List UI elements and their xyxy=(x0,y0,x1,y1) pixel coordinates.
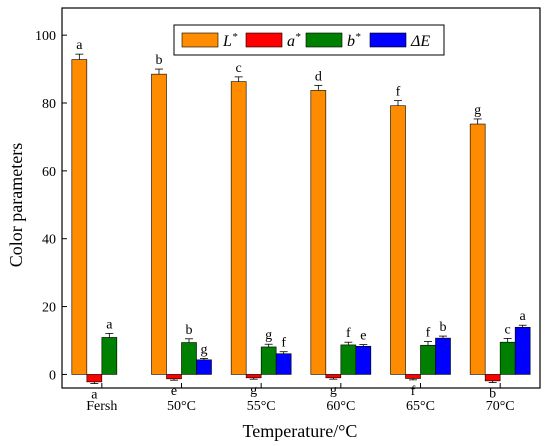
legend-swatch xyxy=(305,32,343,48)
bar xyxy=(390,105,406,375)
legend-swatch xyxy=(245,32,283,48)
significance-letter: b xyxy=(156,53,163,68)
significance-letter: e xyxy=(360,329,366,344)
bar xyxy=(230,81,247,375)
significance-letter: f xyxy=(346,326,351,341)
y-axis: 0 20 40 60 80 100 xyxy=(35,29,67,383)
bar xyxy=(340,344,357,375)
y-axis-title: Color parameters xyxy=(6,143,26,267)
y-tick-label: 40 xyxy=(42,233,56,248)
bar xyxy=(420,344,436,375)
bar xyxy=(484,374,501,382)
significance-letter: d xyxy=(315,69,322,84)
bar xyxy=(499,341,516,375)
x-tick-label: 65°C xyxy=(406,399,435,414)
legend-label: b* xyxy=(347,31,361,50)
x-axis: Fersh 50°C 55°C 60°C 65°C 70°C xyxy=(86,383,515,414)
significance-letter: f xyxy=(281,336,286,351)
y-tick-label: 60 xyxy=(42,165,56,180)
bar xyxy=(151,73,167,375)
significance-letter: f xyxy=(411,384,416,399)
bar xyxy=(310,90,327,375)
legend-swatch xyxy=(369,32,407,48)
bars-layer xyxy=(71,53,531,384)
bar xyxy=(196,359,212,375)
significance-letter: f xyxy=(396,85,401,100)
legend-label: ΔE xyxy=(410,33,430,50)
bar xyxy=(325,374,342,379)
significance-letter: c xyxy=(505,322,511,337)
significance-letter: g xyxy=(330,383,337,398)
x-tick-label: Fersh xyxy=(86,399,117,414)
significance-letter: c xyxy=(236,61,242,76)
y-tick-label: 80 xyxy=(42,97,56,112)
significance-letter: g xyxy=(265,328,272,343)
plot-frame xyxy=(61,7,541,389)
bar xyxy=(166,374,182,380)
bar xyxy=(275,353,292,375)
significance-letter: b xyxy=(186,323,193,338)
bar xyxy=(355,345,372,375)
y-tick-label: 20 xyxy=(42,301,56,316)
significance-letter: g xyxy=(201,342,208,357)
legend: L* a* b* ΔE xyxy=(173,24,445,56)
legend-label: L* xyxy=(222,31,238,50)
significance-letter: b xyxy=(489,387,496,402)
bar xyxy=(245,374,262,379)
bar xyxy=(86,374,103,383)
x-tick-label: 70°C xyxy=(486,399,515,414)
y-tick-label: 0 xyxy=(49,368,56,383)
bar xyxy=(514,326,531,375)
legend-swatch xyxy=(181,32,219,48)
significance-letter: a xyxy=(106,317,113,332)
significance-letter: a xyxy=(520,309,527,324)
significance-letter: g xyxy=(474,103,481,118)
x-axis-title: Temperature/°C xyxy=(243,421,358,441)
significance-letter: a xyxy=(91,388,98,403)
legend-label: a* xyxy=(287,31,301,50)
bar xyxy=(181,342,197,375)
bar xyxy=(101,337,118,375)
bar xyxy=(469,123,486,375)
significance-letter: g xyxy=(250,383,257,398)
bar xyxy=(435,337,451,375)
y-tick-label: 100 xyxy=(35,29,56,44)
significance-letter: f xyxy=(426,326,431,341)
x-tick-label: 55°C xyxy=(247,399,276,414)
significance-letter: a xyxy=(76,38,83,53)
significance-letter: e xyxy=(171,384,177,399)
bar xyxy=(260,346,277,375)
significance-letter: b xyxy=(440,320,447,335)
bar xyxy=(405,374,421,379)
bar xyxy=(71,59,88,375)
x-tick-label: 60°C xyxy=(326,399,355,414)
x-tick-label: 50°C xyxy=(167,399,196,414)
